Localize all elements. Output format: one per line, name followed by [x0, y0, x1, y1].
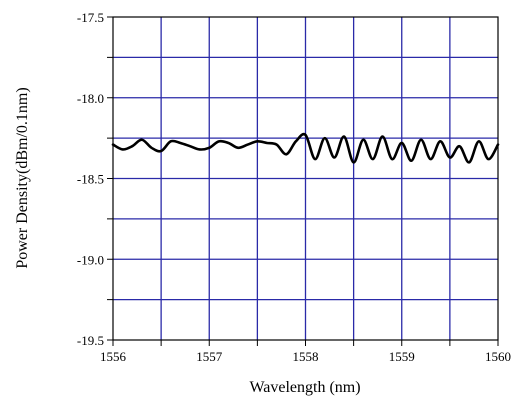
- x-tick-label: 1559: [389, 349, 415, 364]
- x-axis-title: Wavelength (nm): [249, 379, 360, 396]
- grid-lines: [113, 17, 498, 340]
- series-line: [111, 132, 500, 164]
- y-tick-label: -18.0: [77, 91, 104, 106]
- x-tick-label: 1556: [100, 349, 127, 364]
- y-tick-label: -19.5: [77, 333, 104, 348]
- y-tick-label: -17.5: [77, 10, 104, 25]
- y-tick-label: -18.5: [77, 172, 104, 187]
- y-tick-label: -19.0: [77, 252, 104, 267]
- x-tick-label: 1560: [485, 349, 511, 364]
- x-tick-labels: 1556 1557 1558 1559 1560: [100, 349, 511, 364]
- x-tick-label: 1558: [293, 349, 319, 364]
- plot-frame: [112, 16, 499, 341]
- y-axis-title: Power Density(dBm/0.1nm): [14, 87, 31, 268]
- y-tick-labels: -17.5 -18.0 -18.5 -19.0 -19.5: [77, 10, 104, 348]
- x-tick-label: 1557: [196, 349, 223, 364]
- axis-ticks: [107, 16, 499, 346]
